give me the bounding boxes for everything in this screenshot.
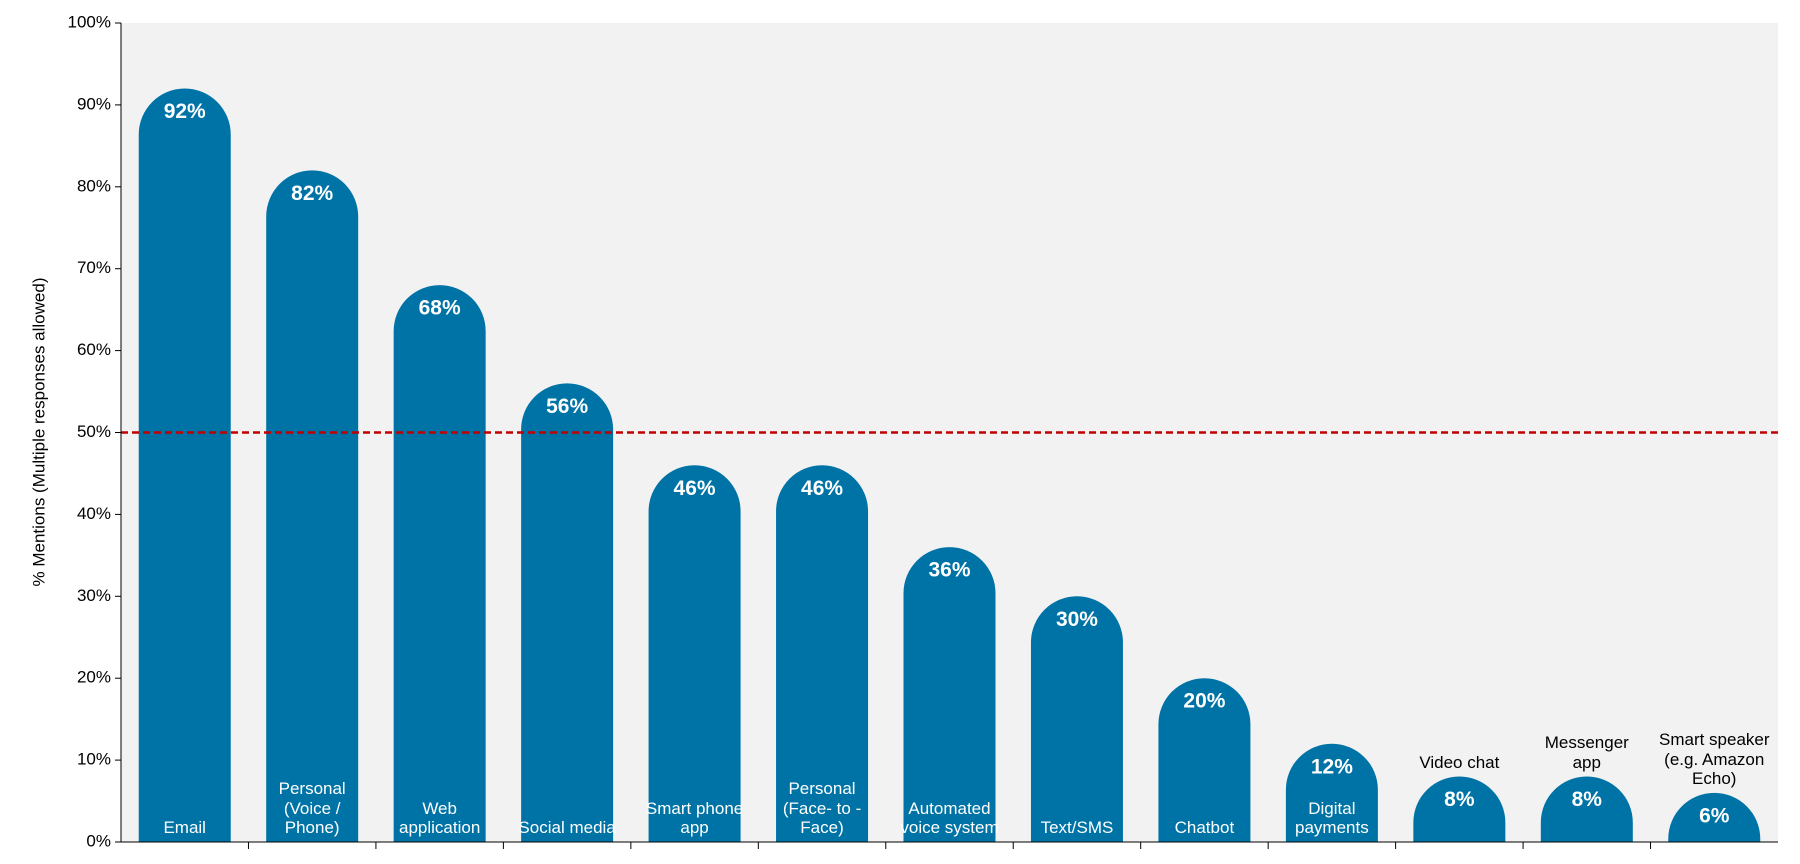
bar — [1668, 792, 1761, 842]
value-label: 92% — [164, 100, 206, 123]
category-label: Digital payments — [1295, 798, 1369, 838]
y-tick-label: 20% — [77, 668, 111, 687]
value-label: 6% — [1699, 804, 1730, 827]
value-label: 46% — [674, 477, 716, 500]
value-label: 8% — [1444, 788, 1475, 811]
category-label: Smart speaker (e.g. Amazon Echo) — [1658, 730, 1770, 789]
category-label: Chatbot — [1174, 818, 1235, 838]
bar — [266, 170, 359, 843]
bar — [393, 285, 486, 843]
y-tick-label: 100% — [68, 12, 111, 31]
value-label: 56% — [546, 395, 588, 418]
y-tick-label: 30% — [77, 586, 111, 605]
category-label: Text/SMS — [1040, 818, 1114, 838]
y-tick-label: 90% — [77, 94, 111, 113]
value-label: 68% — [419, 297, 461, 320]
category-label: Messenger app — [1544, 733, 1629, 772]
bar — [903, 547, 996, 842]
y-tick-label: 0% — [86, 831, 111, 850]
category-label: Automated voice system — [900, 798, 999, 838]
category-label: Web application — [399, 798, 481, 838]
value-label: 8% — [1572, 788, 1603, 811]
value-label: 82% — [291, 182, 333, 205]
y-tick-label: 40% — [77, 504, 111, 523]
bar — [1158, 678, 1251, 842]
bar — [138, 88, 231, 842]
bar — [521, 383, 614, 842]
category-label: Video chat — [1419, 752, 1500, 772]
value-label: 30% — [1056, 608, 1098, 631]
category-label: Social media — [518, 818, 616, 838]
bar — [1030, 596, 1123, 842]
category-label: Email — [163, 818, 206, 838]
bar — [648, 465, 741, 842]
bar — [1540, 776, 1633, 842]
bar — [776, 465, 869, 842]
y-tick-label: 50% — [77, 422, 111, 441]
bar — [1413, 776, 1506, 842]
y-tick-label: 60% — [77, 340, 111, 359]
value-label: 36% — [928, 559, 970, 582]
value-label: 46% — [801, 477, 843, 500]
category-label: Personal (Face- to - Face) — [782, 779, 862, 838]
category-label: Smart phone app — [645, 798, 744, 838]
y-tick-label: 10% — [77, 750, 111, 769]
y-axis-title: % Mentions (Multiple responses allowed) — [29, 278, 48, 587]
y-tick-label: 80% — [77, 176, 111, 195]
value-label: 12% — [1311, 755, 1353, 778]
y-tick-label: 70% — [77, 258, 111, 277]
category-label: Personal (Voice / Phone) — [278, 779, 346, 838]
bar — [1285, 743, 1378, 842]
value-label: 20% — [1183, 690, 1225, 713]
